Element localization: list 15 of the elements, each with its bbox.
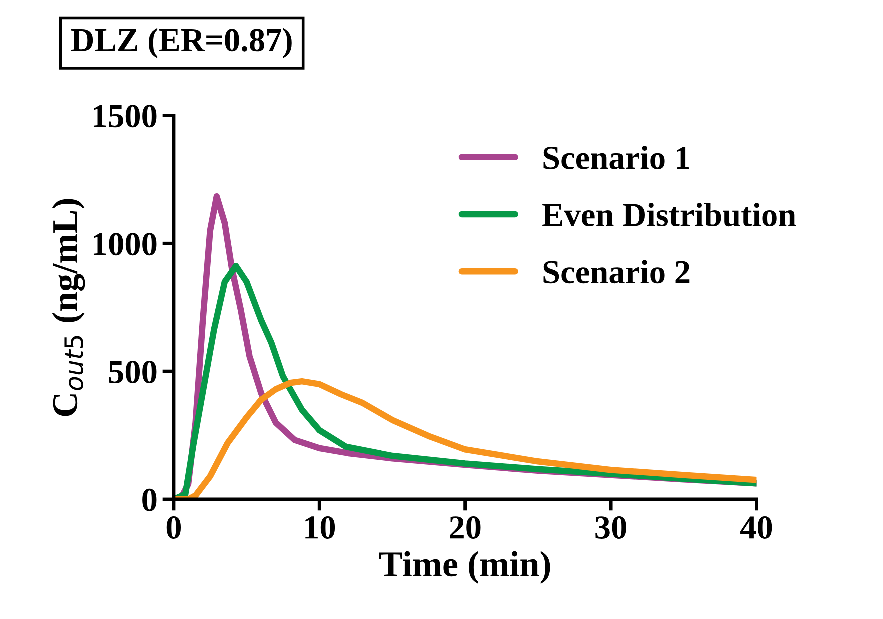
legend-label: Scenario 2 [544,260,690,284]
y-tick-label: 1500 [94,105,157,128]
legend-label: Scenario 1 [544,146,690,170]
y-tick-label: 1000 [94,233,157,256]
x-axis-title: Time (min) [379,551,550,584]
chart-title: DLZ (ER=0.87) [71,28,292,58]
y-axis-title: C$_{out5}$ (ng/mL) [52,199,86,416]
x-tick-label: 0 [166,516,182,539]
x-tick-label: 20 [450,516,481,539]
legend-label: Even Distribution [542,203,796,227]
x-tick-label: 30 [596,516,626,539]
y-tick-label: 0 [142,488,157,512]
x-tick-label: 10 [306,516,336,539]
y-tick-label: 500 [109,361,157,384]
x-tick-label: 40 [740,516,772,539]
